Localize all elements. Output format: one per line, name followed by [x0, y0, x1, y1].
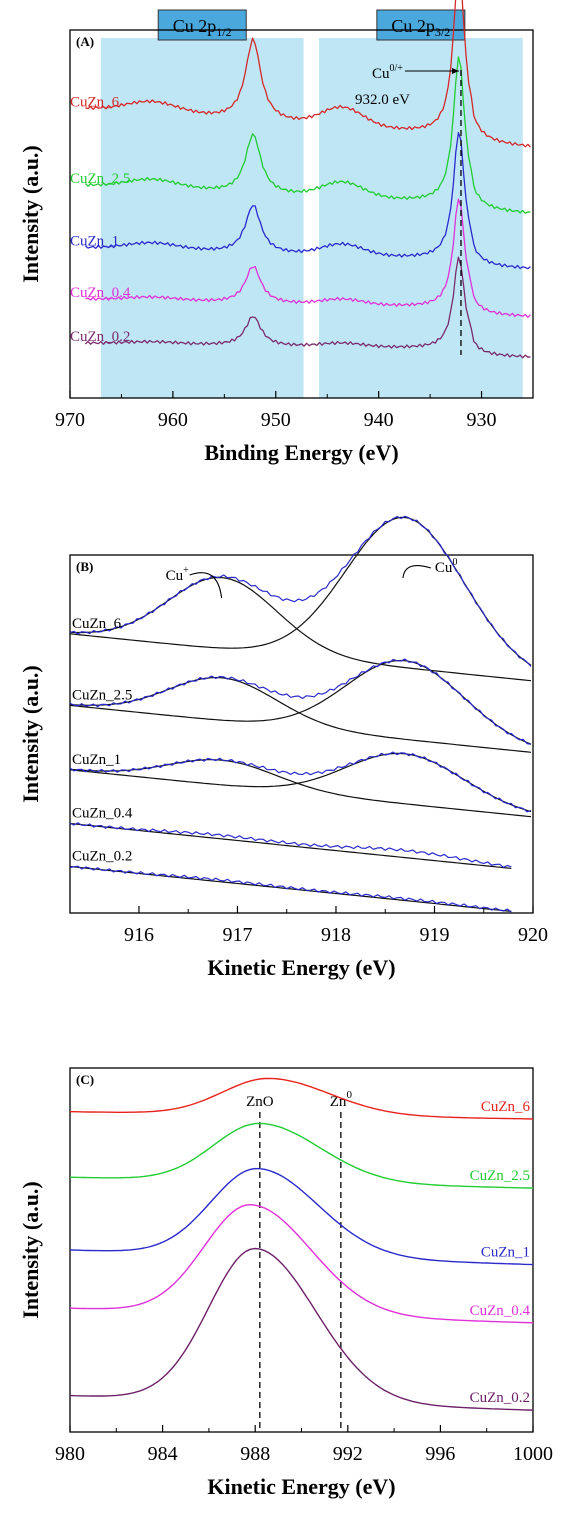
x-tick-label: 980: [55, 1443, 85, 1465]
spectrum-line: [69, 1247, 534, 1411]
plot-frame: [69, 554, 534, 914]
panel-label: (C): [76, 1072, 94, 1087]
series-label: CuZn_6: [72, 616, 122, 632]
plot-frame: [69, 29, 534, 399]
x-tick-label: 916: [124, 924, 154, 946]
spectrum-line: [69, 822, 512, 868]
region-label-box: [376, 9, 466, 41]
x-tick-label: 984: [148, 1443, 178, 1465]
y-axis-title: Intensity (a.u.): [18, 1181, 43, 1319]
x-axis-title: Binding Energy (eV): [204, 440, 398, 465]
x-tick-label: 992: [333, 1443, 363, 1465]
series-label: CuZn_1: [70, 234, 119, 250]
spectrum-line: [69, 865, 512, 913]
spectrum-line: [69, 1167, 534, 1266]
x-tick-label: 940: [364, 409, 394, 431]
panel-label: (B): [76, 559, 93, 574]
x-tick-label: 988: [240, 1443, 270, 1465]
series-label: CuZn_0.4: [70, 285, 131, 301]
y-axis-title: Intensity (a.u.): [18, 145, 43, 283]
region-label: Cu 2p3/2: [391, 16, 450, 39]
x-tick-label: 960: [158, 409, 188, 431]
series-label: CuZn_1: [72, 752, 121, 768]
fit-baseline: [69, 822, 512, 869]
peak-arrow: [402, 565, 432, 579]
reference-label: ZnO: [246, 1094, 274, 1110]
series-label: CuZn_0.2: [470, 1390, 530, 1406]
series-label: CuZn_0.2: [72, 848, 132, 864]
series-label: CuZn_1: [481, 1245, 530, 1261]
series-label: CuZn_2.5: [72, 687, 132, 703]
series-label: CuZn_0.4: [72, 806, 133, 822]
x-axis-title: Kinetic Energy (eV): [207, 955, 395, 980]
x-tick-label: 920: [518, 924, 548, 946]
panel-b-chart: 916 917 918 919 920 Kinetic Energy (eV) Intens…: [18, 515, 548, 980]
series-label: CuZn_2.5: [470, 1168, 530, 1184]
series-label: CuZn_6: [481, 1099, 531, 1115]
x-tick-label: 970: [55, 409, 85, 431]
series-label: CuZn_0.2: [70, 329, 130, 345]
panel-c-chart: 980 984 988 992 996 1000 Kinetic Energy (eV) In…: [18, 1067, 553, 1499]
x-axis-title: Kinetic Energy (eV): [207, 1474, 395, 1499]
spectrum-line: [84, 256, 531, 359]
y-axis-title: Intensity (a.u.): [18, 665, 43, 803]
x-tick-label: 930: [467, 409, 497, 431]
x-tick-label: 996: [425, 1443, 455, 1465]
arrow-head: [451, 68, 459, 74]
region-label: Cu 2p1/2: [173, 16, 232, 39]
region-band: [318, 38, 523, 398]
x-tick-label: 918: [321, 924, 351, 946]
spectrum-line: [69, 658, 532, 745]
spectrum-line: [84, 132, 531, 270]
spectrum-line: [84, 56, 531, 214]
spectrum-line: [69, 751, 532, 813]
panel-a-chart: Cu 2p1/2 Cu 2p3/2 970 960 950 940 930 Binding E…: [18, 0, 534, 465]
x-tick-label: 1000: [513, 1443, 553, 1465]
panel-label: (A): [76, 34, 94, 49]
peak-arrow: [189, 572, 223, 599]
spectrum-line: [69, 1122, 534, 1189]
spectrum-line: [69, 515, 532, 667]
x-tick-label: 950: [261, 409, 291, 431]
series-label: CuZn_0.4: [470, 1303, 531, 1319]
annotation-energy: 932.0 eV: [355, 92, 410, 108]
peak-label: Cu0: [435, 557, 458, 576]
series-label: CuZn_2.5: [70, 171, 130, 187]
peak-label: Cu+: [166, 565, 190, 584]
spectrum-line: [69, 1204, 534, 1324]
region-label-box: [157, 9, 247, 41]
spectrum-line: [85, 198, 531, 318]
x-tick-label: 919: [419, 924, 449, 946]
spectrum-line: [85, 0, 531, 148]
x-tick-label: 917: [222, 924, 252, 946]
series-label: CuZn_6: [70, 94, 120, 110]
spectrum-line: [70, 1077, 534, 1120]
annotation-species: Cu0/+: [372, 63, 403, 82]
